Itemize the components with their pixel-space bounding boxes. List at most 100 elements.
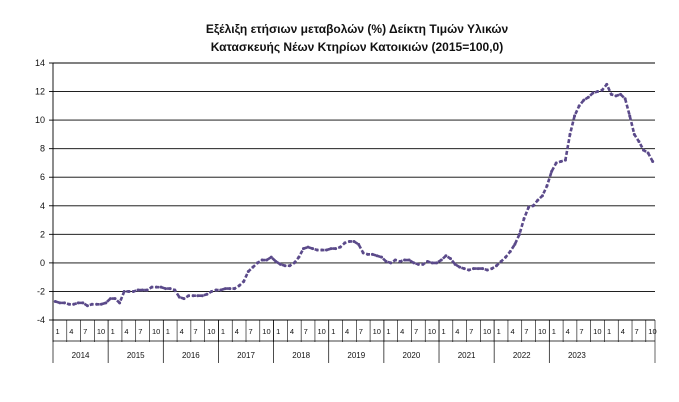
x-year-label: 2018 [292,351,310,360]
data-point [444,254,448,258]
x-month-label: 4 [345,327,349,336]
y-axis-ticks: -4 -2 0 2 4 6 8 10 12 14 [35,58,54,325]
data-point [154,285,158,289]
y-tick-label: 6 [40,172,45,182]
data-point [628,114,632,118]
data-point [320,248,324,252]
data-point [393,258,397,262]
data-point [623,97,627,101]
data-point [568,132,572,136]
data-point [164,287,168,291]
data-point [513,242,517,246]
data-point [550,170,554,174]
x-month-label: 4 [69,327,73,336]
data-point [435,261,439,265]
data-point [380,255,384,259]
data-point [458,265,462,269]
x-month-label: 1 [276,327,280,336]
x-month-label: 1 [111,327,115,336]
x-month-label: 1 [386,327,390,336]
data-point [449,257,453,261]
data-point [467,268,471,272]
data-point [573,114,577,118]
data-point [329,247,333,251]
data-point [642,148,646,152]
data-point [219,288,223,292]
data-point [242,279,246,283]
data-point [118,301,122,305]
x-month-label: 4 [566,327,570,336]
data-point [357,242,361,246]
data-point [403,258,407,262]
data-point [288,264,292,268]
x-month-label: 1 [442,327,446,336]
data-point [292,261,296,265]
data-point [58,301,62,305]
data-point [605,82,609,86]
x-month-label: 7 [414,327,418,336]
data-point [370,252,374,256]
data-point [214,288,218,292]
data-point [90,302,94,306]
data-point [324,248,328,252]
data-point [76,301,80,305]
x-month-label: 7 [193,327,197,336]
x-axis: 1 4 7 10 1 4 7 10 1 4 7 10 1 4 7 10 1 4 7 10 1 4 7 10 1 4 7 10 1 4 7 10… [52,320,657,363]
x-month-label: 7 [359,327,363,336]
x-year-label: 2017 [237,351,255,360]
x-year-label: 2019 [347,351,365,360]
x-month-label: 10 [538,327,546,336]
data-point [384,259,388,263]
x-month-label: 4 [621,327,625,336]
x-month-label: 7 [635,327,639,336]
x-year-label: 2023 [568,351,586,360]
y-tick-label: 4 [40,201,45,211]
data-point [274,259,278,263]
data-point [563,158,567,162]
data-point [99,302,103,306]
data-point [651,160,655,164]
x-month-label: 7 [249,327,253,336]
data-point [430,261,434,265]
data-point [196,294,200,298]
x-month-label: 10 [428,327,436,336]
x-month-label: 4 [455,327,459,336]
x-month-label: 10 [483,327,491,336]
x-month-label: 10 [593,327,601,336]
data-point [646,151,650,155]
data-point [596,90,600,94]
data-point [637,140,641,144]
data-point [131,289,135,293]
data-point [187,294,191,298]
grid-lines [53,62,655,321]
data-point [67,302,71,306]
y-tick-label: -2 [37,286,45,296]
data-point [122,289,126,293]
series-line-layer [53,82,655,308]
x-month-label: 1 [331,327,335,336]
data-point [338,245,342,249]
data-point [210,289,214,293]
data-point [494,264,498,268]
data-point [173,288,177,292]
x-month-label: 7 [524,327,528,336]
data-point [347,239,351,243]
data-point [113,297,117,301]
data-point [260,258,264,262]
x-month-label: 7 [138,327,142,336]
data-point [536,198,540,202]
data-point [159,285,163,289]
data-point [297,255,301,259]
data-point [334,247,338,251]
data-point [352,239,356,243]
x-month-label: 1 [56,327,60,336]
y-tick-label: 2 [40,229,45,239]
x-year-label: 2015 [127,351,145,360]
y-tick-label: 10 [35,115,45,125]
data-point [251,265,255,269]
x-month-label: 1 [607,327,611,336]
data-point [471,267,475,271]
data-point [375,254,379,258]
x-month-label: 10 [152,327,160,336]
